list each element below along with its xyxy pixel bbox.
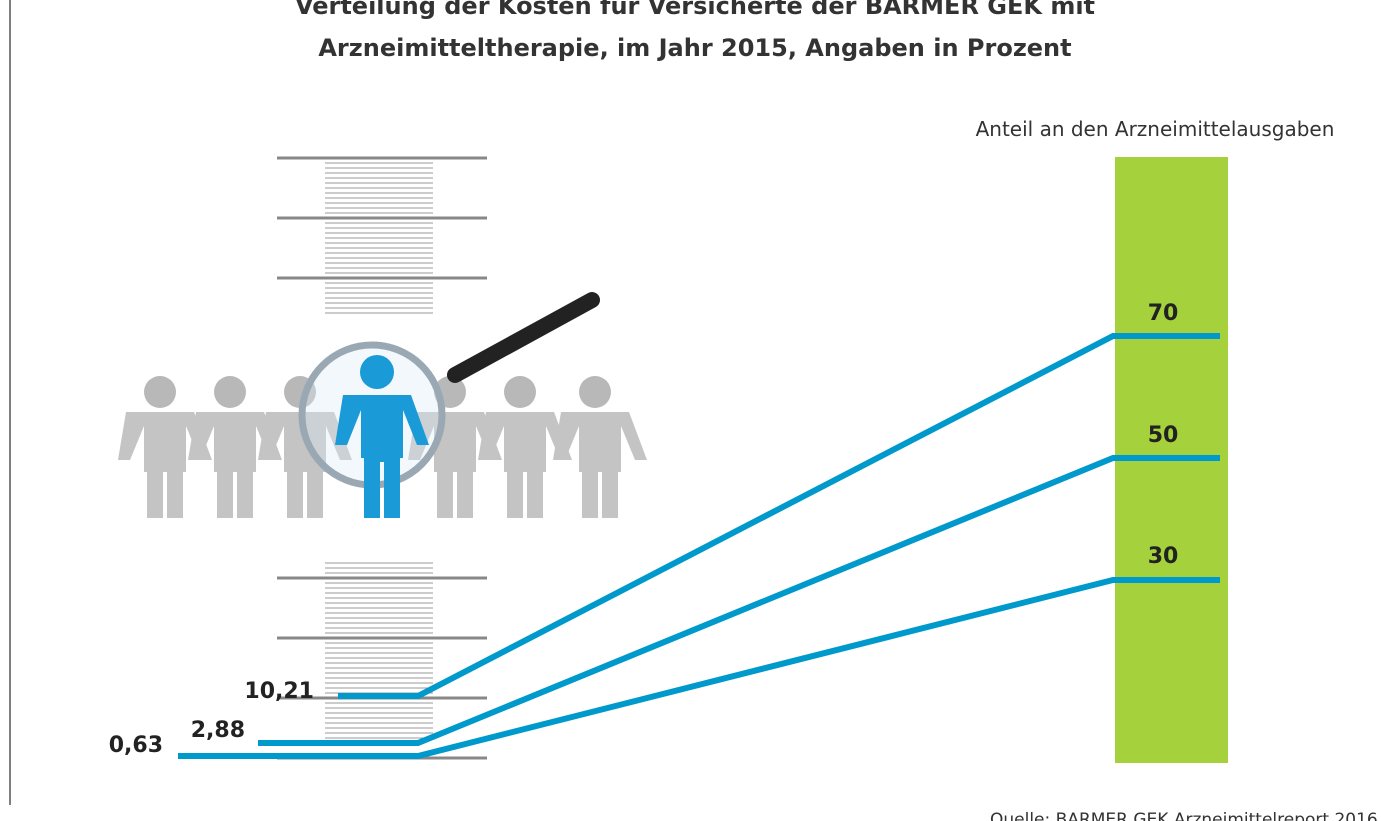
cost-label: 30	[1148, 544, 1179, 569]
insured-label: 10,21	[244, 679, 314, 704]
person-head	[144, 376, 176, 408]
link-line	[258, 458, 1220, 743]
title: Arzneimitteltherapie, im Jahr 2015, Anga…	[318, 34, 1071, 62]
infographic: Verteilung der Kosten für Versicherte de…	[0, 0, 1381, 821]
cost-label: 70	[1148, 301, 1179, 326]
person-head	[214, 376, 246, 408]
source: Quelle: BARMER GEK Arzneimittelreport 20…	[990, 810, 1378, 821]
person-body	[553, 412, 647, 518]
person-body	[478, 412, 572, 518]
title: Verteilung der Kosten für Versicherte de…	[295, 0, 1095, 20]
insured-label: 2,88	[191, 718, 245, 743]
axis-label: Anteil an den Arzneimittelausgaben	[976, 117, 1335, 141]
cost-label: 50	[1148, 423, 1179, 448]
person-head	[504, 376, 536, 408]
insured-label: 0,63	[109, 733, 163, 758]
person-head	[579, 376, 611, 408]
links: 10,21 70 2,88 50 0,63 30	[109, 301, 1220, 758]
